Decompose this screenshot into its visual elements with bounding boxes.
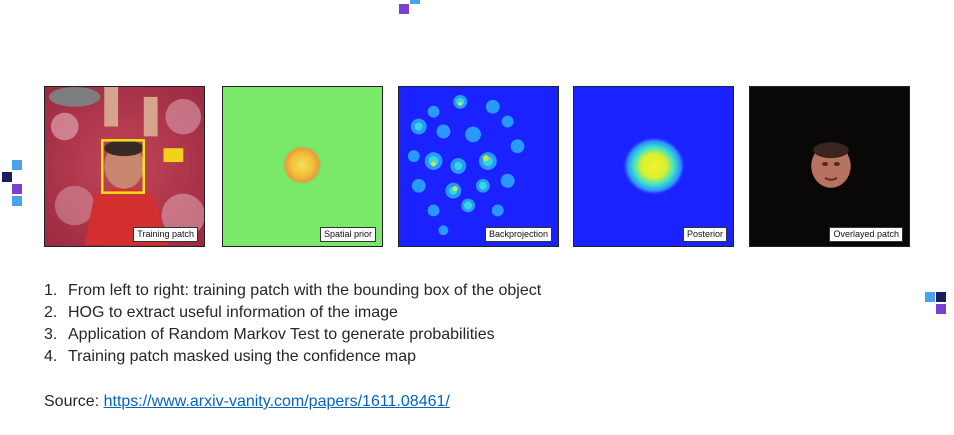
source-line: Source: https://www.arxiv-vanity.com/pap…: [44, 392, 450, 412]
source-label: Source:: [44, 393, 104, 410]
list-number: 4.: [44, 348, 58, 365]
list-number: 3.: [44, 326, 58, 343]
panel-caption: Training patch: [133, 227, 198, 242]
list-item: 3. Application of Random Markov Test to …: [44, 324, 541, 346]
backprojection-image: Backprojection: [398, 86, 559, 247]
source-link[interactable]: https://www.arxiv-vanity.com/papers/1611…: [103, 393, 450, 410]
list-item: 2. HOG to extract useful information of …: [44, 302, 541, 324]
list-text: HOG to extract useful information of the…: [68, 304, 398, 321]
list-item: 4. Training patch masked using the confi…: [44, 346, 541, 368]
spatial-prior-image: Spatial prior: [222, 86, 383, 247]
panel-caption: Backprojection: [484, 227, 552, 242]
list-number: 2.: [44, 304, 58, 321]
list-number: 1.: [44, 282, 58, 299]
list-text: From left to right: training patch with …: [68, 282, 542, 299]
overlayed-patch-image: Overlayed patch: [749, 86, 910, 247]
panel-caption: Posterior: [682, 227, 727, 242]
list-text: Application of Random Markov Test to gen…: [68, 326, 495, 343]
training-patch-image: Training patch: [44, 86, 205, 247]
steps-list: 1. From left to right: training patch wi…: [44, 280, 541, 368]
list-text: Training patch masked using the confiden…: [68, 348, 417, 365]
panel-caption: Overlayed patch: [829, 227, 903, 242]
posterior-image: Posterior: [573, 86, 734, 247]
list-item: 1. From left to right: training patch wi…: [44, 280, 541, 302]
panel-caption: Spatial prior: [319, 227, 376, 242]
